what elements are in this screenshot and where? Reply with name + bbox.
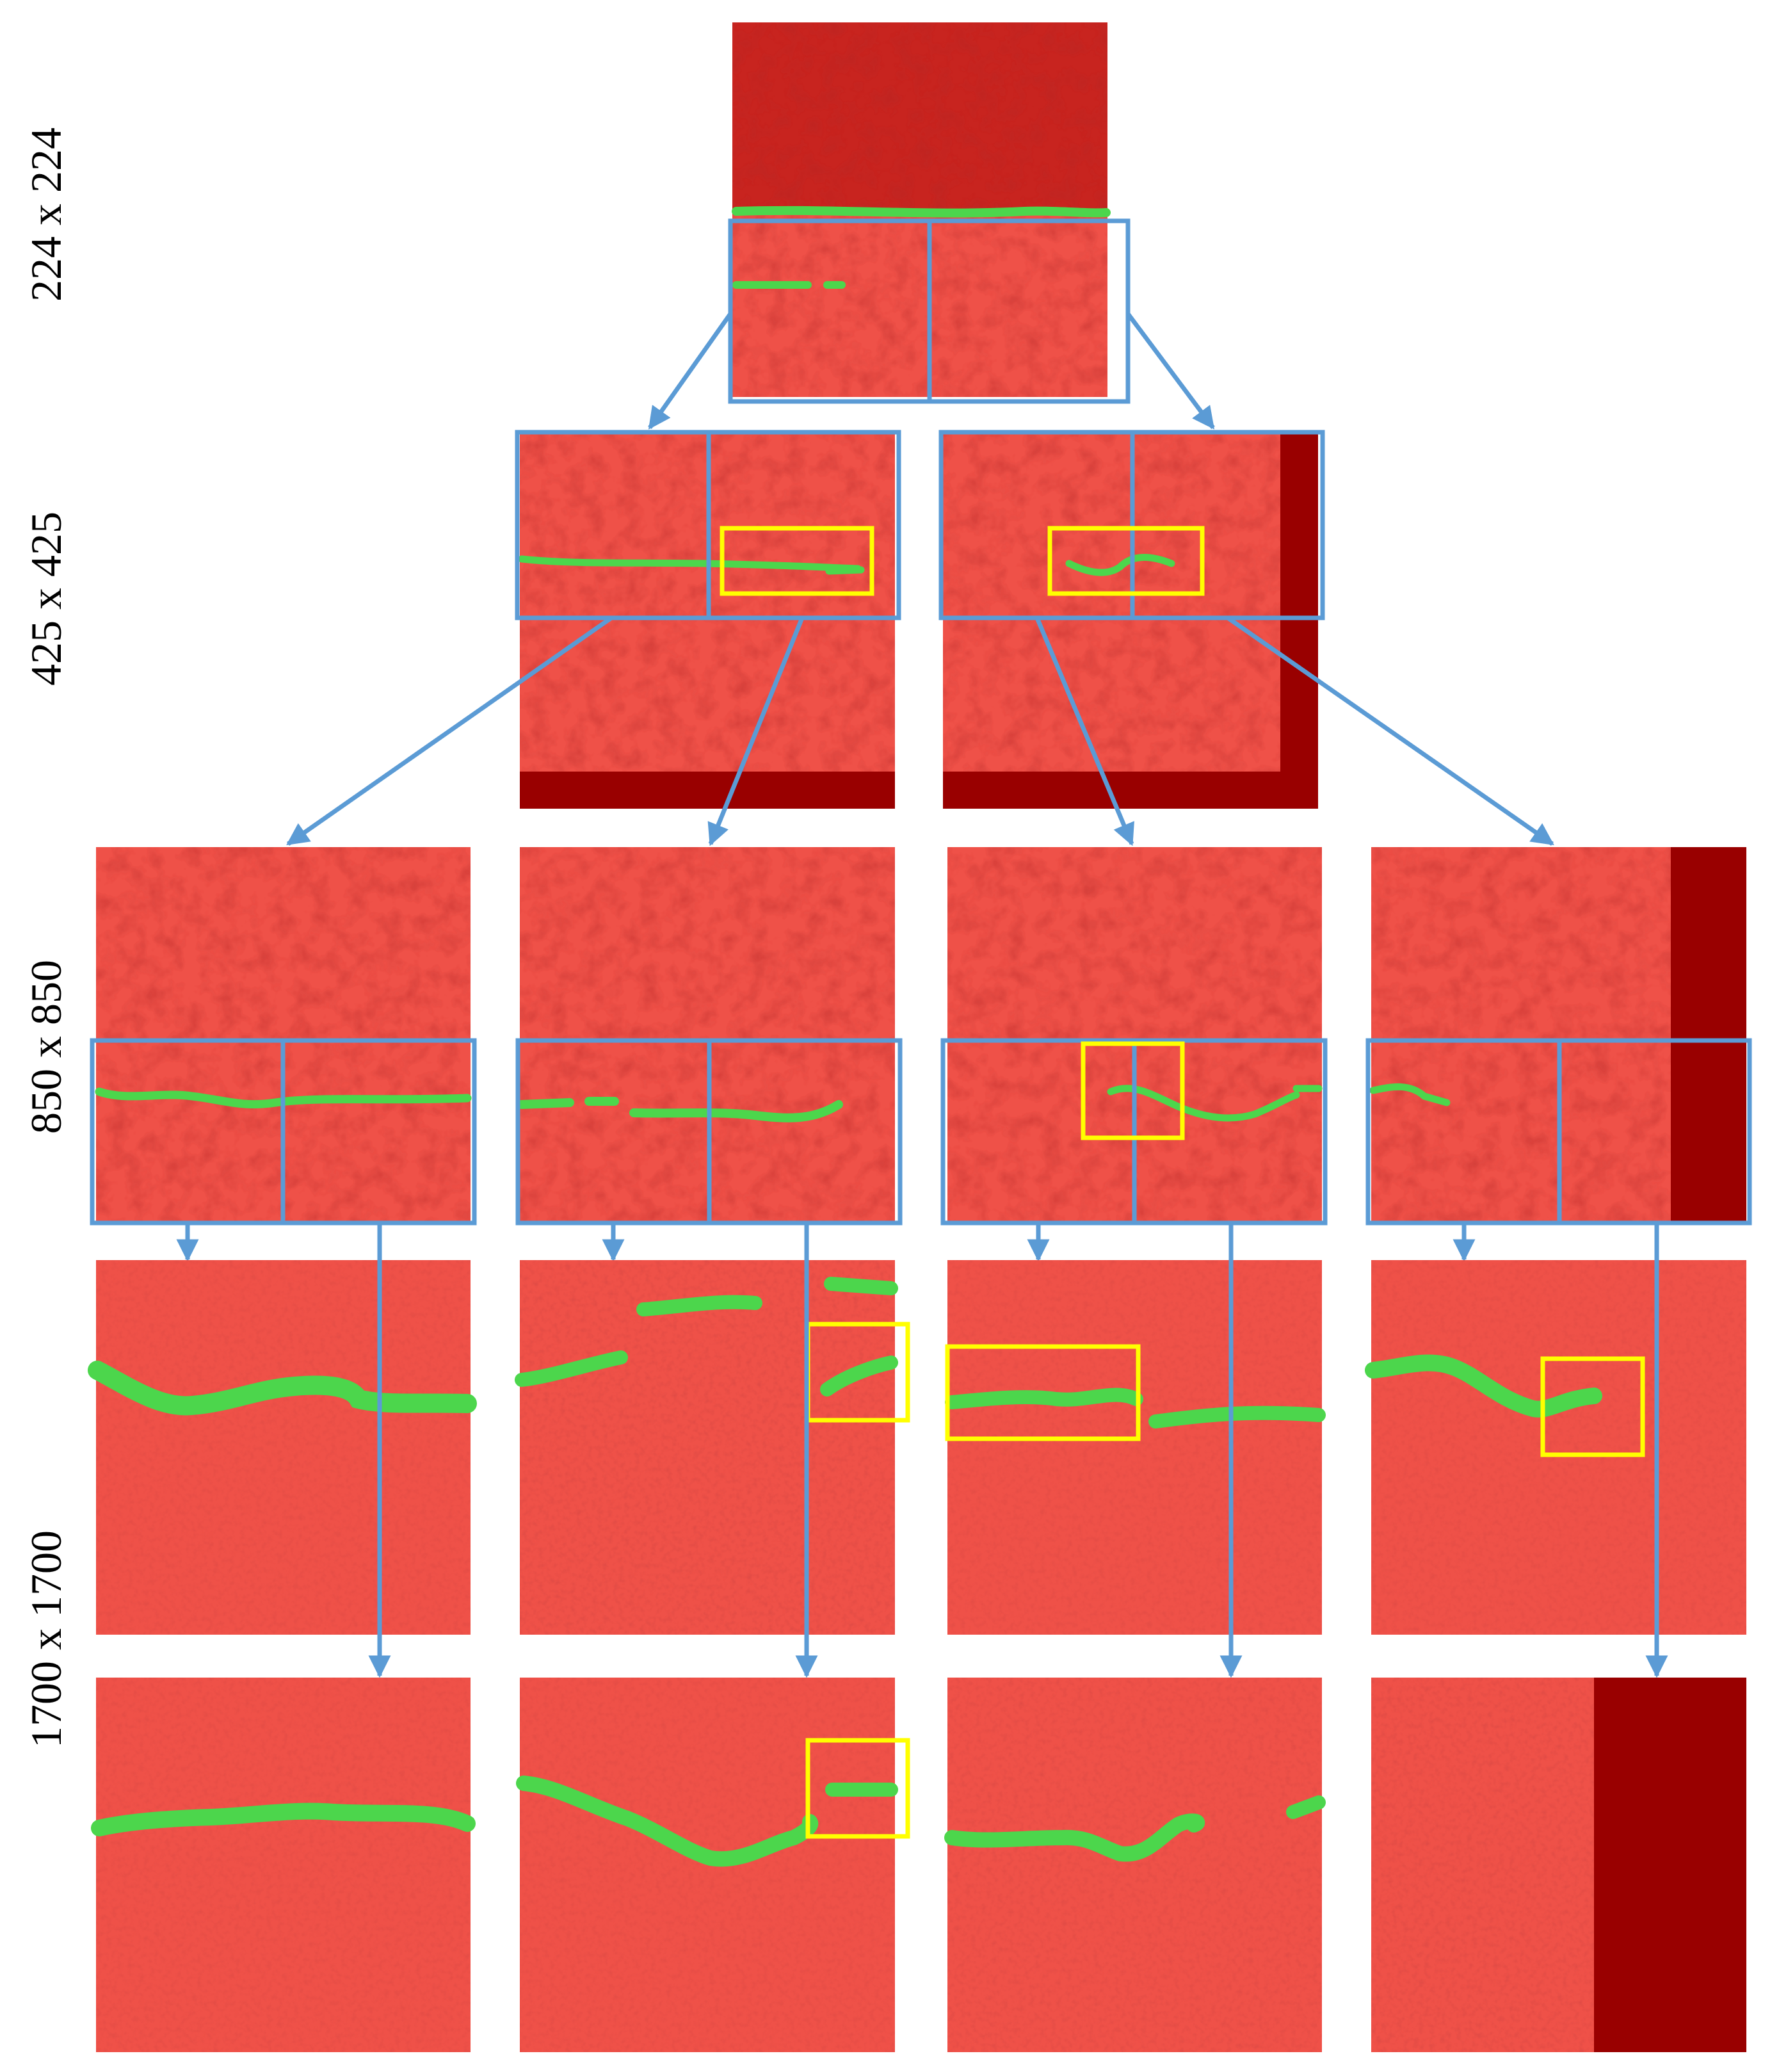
tile-1700-a2 — [515, 1260, 898, 1635]
crack-path — [636, 1295, 762, 1316]
crack-path — [824, 1277, 898, 1295]
grid-box-224 — [728, 218, 1131, 404]
arrow-connector — [1034, 617, 1134, 846]
crack-path — [518, 555, 862, 572]
grid-box-425-left — [515, 430, 901, 620]
crack-path — [1107, 1085, 1300, 1122]
row-label-1700: 1700 x 1700 — [22, 1530, 70, 1748]
tile-1700-a3 — [945, 1260, 1326, 1635]
crack-path — [88, 1361, 477, 1416]
crack-path — [91, 1802, 476, 1836]
crack-path — [515, 1350, 628, 1387]
highlight-box — [1081, 1041, 1185, 1140]
tile-224 — [732, 22, 1111, 397]
arrow-connector — [707, 617, 805, 846]
grid-box-425-right — [938, 430, 1325, 620]
crack-path — [732, 206, 1111, 218]
crack-path — [1369, 1083, 1451, 1106]
crack-path — [825, 566, 865, 575]
tile-1700-b2 — [516, 1678, 898, 2052]
grid-box-850-3 — [940, 1038, 1328, 1226]
crack-path — [1065, 554, 1175, 576]
tile-1700-a1 — [88, 1260, 477, 1635]
highlight-box — [805, 1738, 910, 1839]
crack-path — [516, 1776, 819, 1867]
arrow-connector — [286, 616, 613, 846]
tile-1700-b3 — [944, 1678, 1326, 2052]
tile-1700-b4 — [1371, 1678, 1746, 2052]
grid-box-850-2 — [515, 1038, 903, 1226]
arrow-connector — [1227, 616, 1554, 846]
arrow-connector — [648, 312, 732, 430]
crack-path — [1365, 1354, 1602, 1418]
crack-path — [517, 1098, 574, 1109]
crack-path — [945, 1388, 1143, 1409]
highlight-box — [945, 1344, 1141, 1441]
highlight-box — [1047, 526, 1205, 596]
crack-path — [95, 1087, 472, 1109]
tile-1700-b1 — [91, 1678, 476, 2052]
row-label-850: 850 x 850 — [22, 960, 70, 1134]
crack-path — [1286, 1795, 1326, 1819]
arrow-connector — [1126, 312, 1215, 430]
crack-path — [1148, 1405, 1326, 1429]
row-label-224: 224 x 224 — [22, 127, 70, 302]
crack-path — [944, 1813, 1205, 1862]
crack-path — [629, 1100, 843, 1122]
grid-box-850-4 — [1365, 1038, 1752, 1226]
tile-1700-a4 — [1365, 1260, 1746, 1635]
row-label-425: 425 x 425 — [22, 512, 70, 686]
highlight-box — [720, 526, 874, 596]
highlight-box — [1540, 1356, 1645, 1457]
grid-box-850-1 — [90, 1038, 477, 1226]
crack-path — [820, 1356, 898, 1396]
